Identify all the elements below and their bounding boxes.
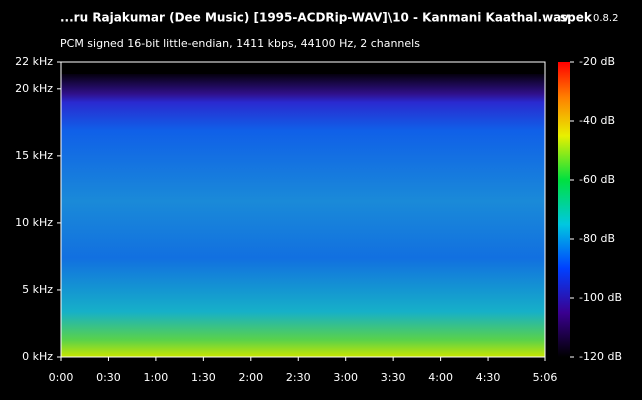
y-tick-label: 0 kHz bbox=[22, 350, 53, 363]
file-title: ...ru Rajakumar (Dee Music) [1995-ACDRip… bbox=[60, 11, 569, 25]
subtitle: PCM signed 16-bit little-endian, 1411 kb… bbox=[60, 37, 420, 50]
app-name: spek bbox=[560, 11, 593, 25]
colorbar-tick-label: -120 dB bbox=[579, 350, 622, 363]
x-tick-label: 3:30 bbox=[381, 371, 406, 384]
colorbar bbox=[558, 62, 570, 357]
colorbar-tick-label: -20 dB bbox=[579, 55, 615, 68]
colorbar-tick-label: -100 dB bbox=[579, 291, 622, 304]
colorbar-tick-label: -60 dB bbox=[579, 173, 615, 186]
x-tick-label: 1:00 bbox=[144, 371, 169, 384]
y-tick-label: 5 kHz bbox=[22, 283, 53, 296]
colorbar-tick-label: -80 dB bbox=[579, 232, 615, 245]
x-tick-label: 3:00 bbox=[333, 371, 358, 384]
y-tick-label: 20 kHz bbox=[15, 82, 53, 95]
x-tick-label: 0:30 bbox=[96, 371, 121, 384]
x-tick-label: 0:00 bbox=[49, 371, 74, 384]
x-tick-label: 5:06 bbox=[533, 371, 558, 384]
x-tick-label: 4:30 bbox=[476, 371, 501, 384]
y-tick-label: 10 kHz bbox=[15, 216, 53, 229]
colorbar-tick-label: -40 dB bbox=[579, 114, 615, 127]
x-tick-label: 1:30 bbox=[191, 371, 216, 384]
plot-frame bbox=[60, 61, 546, 358]
spectrogram bbox=[61, 74, 545, 357]
y-tick-label: 15 kHz bbox=[15, 149, 53, 162]
y-tick-label: 22 kHz bbox=[15, 55, 53, 68]
x-tick-label: 2:00 bbox=[238, 371, 263, 384]
x-tick-label: 2:30 bbox=[286, 371, 311, 384]
x-tick-label: 4:00 bbox=[428, 371, 453, 384]
app-version: 0.8.2 bbox=[593, 13, 618, 24]
